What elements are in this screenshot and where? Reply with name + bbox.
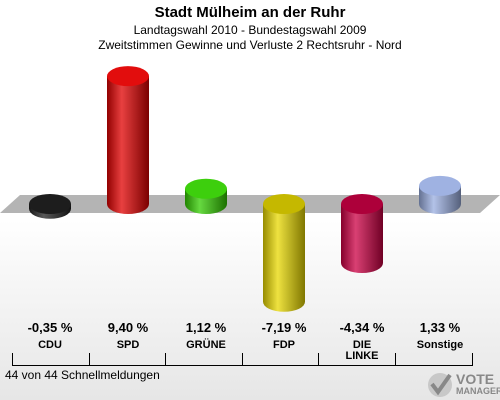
value-label: -4,34 % [339,320,385,335]
vote-manager-logo: VOTE MANAGER [426,368,500,400]
bar-cap [341,194,383,214]
axis-tick [165,353,167,366]
bar-cap [263,194,305,214]
footer-note: 44 von 44 Schnellmeldungen [5,368,160,382]
category-label: CDU [12,340,88,351]
value-label: 9,40 % [107,320,149,335]
chart-subtitle-2: Zweitstimmen Gewinne und Verluste 2 Rech… [98,38,402,52]
axis-tick [88,353,90,366]
bar-cap [29,194,71,214]
axis-tick [395,353,396,366]
value-label: 1,12 % [185,320,227,335]
checkmark-icon [428,373,452,397]
chart-title: Stadt Mülheim an der Ruhr [154,4,346,21]
bar-cap [419,175,461,196]
category-label-line: LINKE [345,350,379,362]
bar-cap [185,178,227,199]
category-label-line: DIE [352,339,372,351]
category-label: FDP [246,340,322,351]
bar-spd [107,76,149,214]
chart-subtitle-1: Landtagswahl 2010 - Bundestagswahl 2009 [133,23,367,37]
category-label-line: FDP [273,339,295,351]
category-label-line: SPD [116,339,140,351]
category-label: GRÜNE [168,340,244,351]
bars-group [29,66,461,312]
axis-tick [12,353,13,366]
logo-text-vote: VOTE [456,371,495,387]
category-label: Sonstige [402,340,478,351]
category-label: SPD [90,340,166,351]
category-label: DIE LINKE [324,340,400,362]
bar-fdp [263,204,305,312]
value-label: 1,33 % [419,320,461,335]
value-label: -7,19 % [261,320,307,335]
axis-tick [471,353,473,366]
category-label-line: GRÜNE [186,339,226,351]
value-label: -0,35 % [27,320,73,335]
axis-tick [241,353,243,366]
category-label-line: Sonstige [416,339,464,351]
bar-cap [107,66,149,87]
logo-text-manager: MANAGER [456,386,500,396]
category-label-line: CDU [38,339,62,351]
axis-tick [318,353,320,366]
bar-die-linke [341,204,383,274]
